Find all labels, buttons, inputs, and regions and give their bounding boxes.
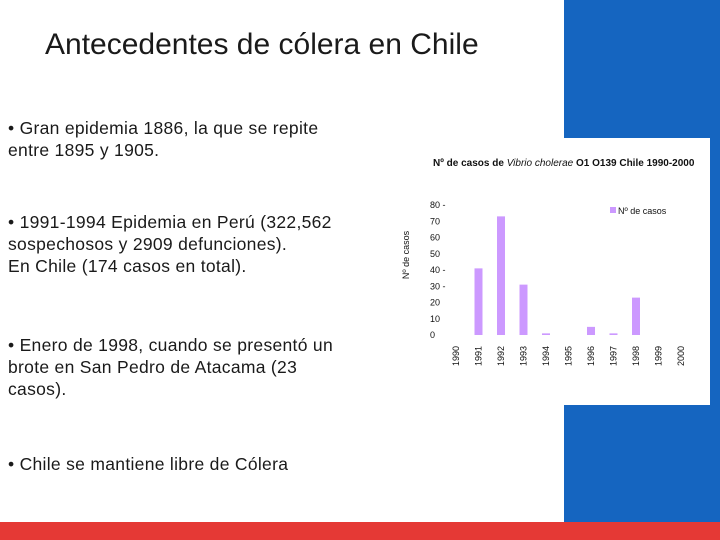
y-tick-label: 80 -: [430, 200, 446, 210]
bullet-4-line-1: • Chile se mantiene libre de Cólera: [8, 454, 289, 474]
y-tick-label: 40 -: [430, 265, 446, 275]
bar: [474, 268, 483, 335]
bullet-1: • Gran epidemia 1886, la que se repite e…: [8, 117, 368, 161]
bar: [632, 297, 640, 335]
bar: [542, 333, 550, 335]
y-tick-label: 60: [430, 233, 440, 243]
slide-title: Antecedentes de cólera en Chile: [45, 28, 479, 61]
x-tick-label: 1994: [541, 346, 551, 366]
bar: [497, 216, 505, 335]
bullet-3-line-3: casos).: [8, 379, 67, 399]
y-tick-label: 20: [430, 298, 440, 308]
x-tick-label: 1998: [631, 346, 641, 366]
bottom-color-strip: [0, 522, 720, 540]
bar: [587, 326, 595, 335]
x-tick-label: 1996: [586, 346, 596, 366]
y-tick-label: 10: [430, 314, 440, 324]
y-tick-label: 30 -: [430, 281, 446, 291]
bullet-3-line-2: brote en San Pedro de Atacama (23: [8, 357, 298, 377]
bullet-2-line-1: • 1991-1994 Epidemia en Perú (322,562: [8, 212, 332, 232]
y-tick-label: 0: [430, 330, 435, 340]
x-tick-label: 2000: [676, 346, 686, 366]
bullet-3-line-1: • Enero de 1998, cuando se presentó un: [8, 335, 333, 355]
bullet-2-line-3: En Chile (174 casos en total).: [8, 256, 247, 276]
x-axis-ticks: 1990 1991 1992 1993 1994 1995 1996 1997 1998 1999…: [451, 346, 686, 366]
x-tick-label: 1993: [519, 346, 529, 366]
bar-series: [474, 216, 640, 335]
chart-legend: Nº de casos: [610, 206, 667, 216]
x-tick-label: 1992: [496, 346, 506, 366]
bullet-2-line-2: sospechosos y 2909 defunciones).: [8, 234, 288, 254]
bullet-4: • Chile se mantiene libre de Cólera: [8, 453, 368, 475]
x-tick-label: 1991: [474, 346, 484, 366]
legend-label: Nº de casos: [618, 206, 667, 216]
chart-title: Nº de casos de Vibrio cholerae O1 O139 C…: [433, 158, 695, 169]
bullet-1-line-2: entre 1895 y 1905.: [8, 140, 160, 160]
x-tick-label: 1990: [451, 346, 461, 366]
x-tick-label: 1995: [564, 346, 574, 366]
y-tick-label: 50: [430, 249, 440, 259]
y-axis-label: Nº de casos: [401, 230, 411, 279]
legend-swatch: [610, 207, 616, 213]
bullet-2: • 1991-1994 Epidemia en Perú (322,562 so…: [8, 211, 368, 277]
y-tick-label: 70: [430, 216, 440, 226]
x-tick-label: 1999: [654, 346, 664, 366]
bullet-1-line-1: • Gran epidemia 1886, la que se repite: [8, 118, 319, 138]
bullet-3: • Enero de 1998, cuando se presentó un b…: [8, 334, 368, 400]
cholera-chart: Nº de casos de Vibrio cholerae O1 O139 C…: [401, 158, 695, 366]
cholera-chart-panel: Nº de casos de Vibrio cholerae O1 O139 C…: [380, 138, 710, 405]
y-axis-ticks: 0 10 20 30 - 40 - 50 60 70 80 -: [430, 200, 446, 340]
bar: [519, 284, 528, 335]
x-tick-label: 1997: [609, 346, 619, 366]
bar: [609, 333, 618, 335]
